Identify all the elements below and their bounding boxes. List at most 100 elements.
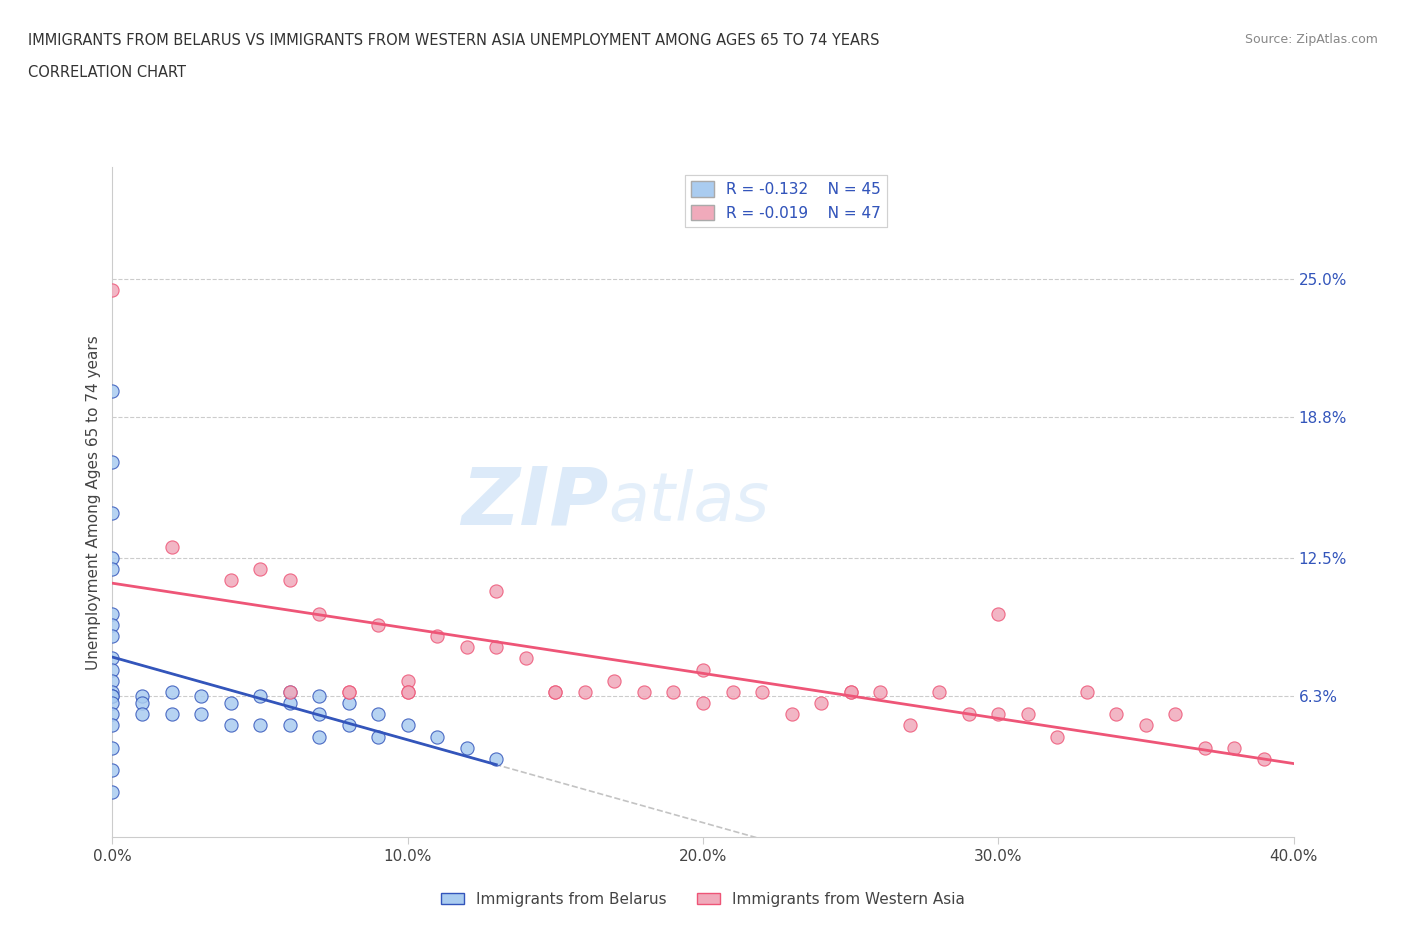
Point (751, 684, 773, 699)
Point (396, 718, 419, 733)
Point (101, 673, 124, 688)
Point (426, 629, 449, 644)
Point (1017, 707, 1039, 722)
Point (308, 707, 330, 722)
Point (721, 684, 744, 699)
Point (1105, 707, 1128, 722)
Point (219, 696, 242, 711)
Point (278, 684, 301, 699)
Point (101, 651, 124, 666)
Point (101, 684, 124, 699)
Point (780, 707, 803, 722)
Text: ZIP: ZIP (461, 463, 609, 541)
Point (515, 651, 537, 666)
Point (219, 718, 242, 733)
Point (574, 684, 596, 699)
Point (987, 606, 1010, 621)
Point (101, 283, 124, 298)
Point (101, 506, 124, 521)
Point (337, 684, 360, 699)
Point (131, 696, 153, 711)
Point (839, 684, 862, 699)
Point (692, 696, 714, 711)
Point (101, 662, 124, 677)
Point (1076, 684, 1098, 699)
Point (101, 455, 124, 470)
Point (249, 689, 271, 704)
Point (101, 696, 124, 711)
Point (190, 689, 212, 704)
Point (987, 707, 1010, 722)
Point (101, 562, 124, 577)
Point (101, 707, 124, 722)
Y-axis label: Unemployment Among Ages 65 to 74 years: Unemployment Among Ages 65 to 74 years (86, 335, 101, 670)
Point (308, 729, 330, 744)
Point (662, 684, 685, 699)
Point (101, 629, 124, 644)
Point (396, 684, 419, 699)
Point (101, 689, 124, 704)
Point (249, 718, 271, 733)
Point (544, 684, 567, 699)
Legend: Immigrants from Belarus, Immigrants from Western Asia: Immigrants from Belarus, Immigrants from… (434, 886, 972, 913)
Point (278, 718, 301, 733)
Point (456, 740, 478, 755)
Point (426, 729, 449, 744)
Point (485, 584, 508, 599)
Point (278, 573, 301, 588)
Point (160, 707, 183, 722)
Point (101, 618, 124, 632)
Point (869, 684, 891, 699)
Point (101, 740, 124, 755)
Point (603, 673, 626, 688)
Point (278, 684, 301, 699)
Point (101, 689, 124, 704)
Text: atlas: atlas (609, 470, 769, 535)
Point (928, 684, 950, 699)
Point (101, 785, 124, 800)
Point (160, 684, 183, 699)
Point (249, 562, 271, 577)
Point (101, 383, 124, 398)
Point (1194, 740, 1216, 755)
Point (131, 689, 153, 704)
Point (101, 718, 124, 733)
Point (692, 662, 714, 677)
Point (131, 707, 153, 722)
Point (1223, 740, 1246, 755)
Point (1135, 718, 1157, 733)
Text: CORRELATION CHART: CORRELATION CHART (28, 65, 186, 80)
Text: IMMIGRANTS FROM BELARUS VS IMMIGRANTS FROM WESTERN ASIA UNEMPLOYMENT AMONG AGES : IMMIGRANTS FROM BELARUS VS IMMIGRANTS FR… (28, 33, 880, 47)
Point (308, 689, 330, 704)
Point (160, 539, 183, 554)
Point (456, 640, 478, 655)
Point (898, 718, 921, 733)
Point (485, 640, 508, 655)
Point (396, 684, 419, 699)
Point (485, 751, 508, 766)
Point (544, 684, 567, 699)
Point (219, 573, 242, 588)
Point (337, 718, 360, 733)
Point (839, 684, 862, 699)
Point (633, 684, 655, 699)
Point (396, 673, 419, 688)
Point (101, 606, 124, 621)
Point (957, 707, 980, 722)
Text: Source: ZipAtlas.com: Source: ZipAtlas.com (1244, 33, 1378, 46)
Point (367, 707, 389, 722)
Point (1253, 751, 1275, 766)
Point (810, 696, 832, 711)
Point (190, 707, 212, 722)
Point (308, 606, 330, 621)
Point (367, 729, 389, 744)
Point (337, 696, 360, 711)
Point (337, 684, 360, 699)
Point (1164, 707, 1187, 722)
Point (1046, 729, 1069, 744)
Point (367, 618, 389, 632)
Point (101, 763, 124, 777)
Point (101, 551, 124, 565)
Point (278, 696, 301, 711)
Legend: R = -0.132    N = 45, R = -0.019    N = 47: R = -0.132 N = 45, R = -0.019 N = 47 (685, 175, 887, 227)
